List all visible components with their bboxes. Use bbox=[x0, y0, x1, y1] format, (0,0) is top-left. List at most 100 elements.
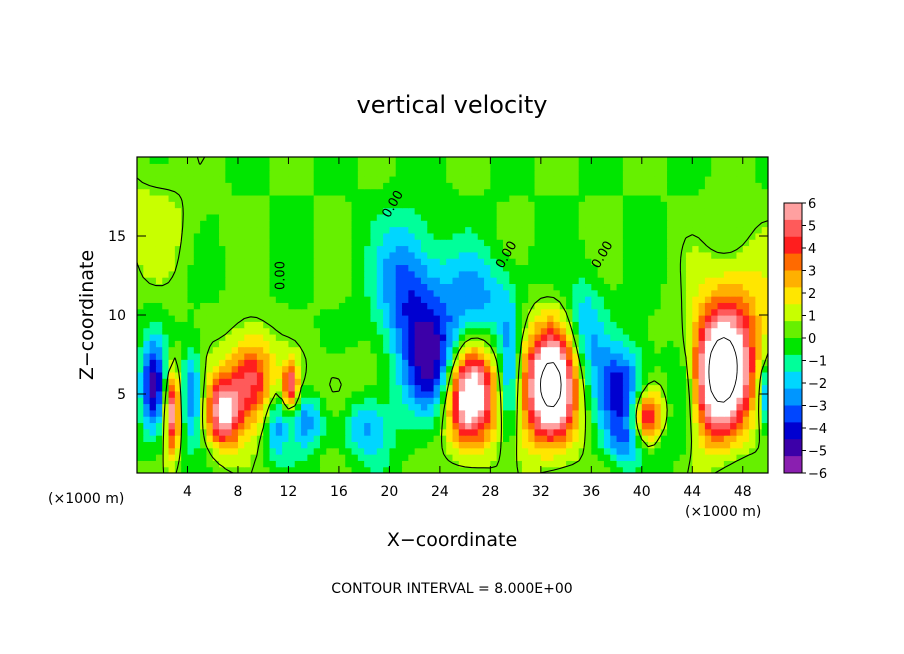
field-cell bbox=[149, 258, 157, 266]
field-cell bbox=[591, 258, 599, 266]
field-cell bbox=[162, 435, 170, 442]
field-cell bbox=[200, 270, 208, 278]
field-cell bbox=[338, 302, 346, 310]
field-cell bbox=[515, 207, 523, 215]
field-cell bbox=[357, 289, 365, 297]
field-cell bbox=[395, 296, 403, 303]
field-cell bbox=[275, 169, 283, 177]
field-cell bbox=[212, 384, 220, 392]
field-cell bbox=[256, 270, 264, 278]
field-cell bbox=[641, 378, 649, 386]
field-cell bbox=[610, 327, 618, 335]
field-cell bbox=[515, 251, 523, 259]
field-cell bbox=[313, 175, 321, 183]
field-cell bbox=[282, 422, 290, 430]
field-cell bbox=[219, 163, 226, 171]
field-cell bbox=[219, 232, 226, 240]
field-cell bbox=[490, 258, 498, 266]
field-cell bbox=[477, 283, 485, 291]
field-cell bbox=[660, 428, 668, 436]
field-cell bbox=[540, 258, 548, 266]
field-cell bbox=[275, 283, 283, 291]
field-cell bbox=[559, 258, 567, 266]
field-cell bbox=[402, 428, 409, 436]
field-cell bbox=[263, 333, 271, 341]
field-cell bbox=[326, 409, 334, 417]
field-cell bbox=[288, 232, 296, 240]
field-cell bbox=[553, 384, 561, 392]
field-cell bbox=[452, 315, 460, 322]
field-cell bbox=[736, 327, 744, 335]
field-cell bbox=[742, 239, 750, 247]
field-cell bbox=[742, 283, 750, 291]
field-cell bbox=[168, 182, 176, 190]
field-cell bbox=[364, 296, 372, 303]
field-cell bbox=[376, 333, 384, 341]
field-cell bbox=[168, 333, 176, 341]
field-cell bbox=[484, 315, 491, 322]
field-cell bbox=[294, 308, 302, 316]
field-cell bbox=[332, 251, 340, 259]
field-cell bbox=[648, 390, 656, 398]
field-cell bbox=[389, 352, 397, 360]
field-cell bbox=[319, 169, 327, 177]
field-cell bbox=[704, 333, 712, 341]
field-cell bbox=[458, 296, 466, 303]
field-cell bbox=[383, 277, 390, 284]
field-cell bbox=[667, 182, 674, 190]
field-cell bbox=[566, 226, 573, 234]
field-cell bbox=[319, 428, 327, 436]
field-cell bbox=[219, 428, 226, 436]
field-cell bbox=[730, 239, 738, 247]
field-cell bbox=[155, 296, 163, 303]
field-cell bbox=[685, 277, 693, 284]
field-cell bbox=[534, 403, 542, 411]
field-cell bbox=[553, 308, 561, 316]
field-cell bbox=[395, 321, 403, 329]
field-cell bbox=[591, 333, 599, 341]
field-cell bbox=[193, 277, 201, 284]
field-cell bbox=[326, 201, 334, 209]
field-cell bbox=[547, 308, 555, 316]
field-cell bbox=[534, 315, 542, 322]
field-cell bbox=[585, 182, 592, 190]
field-cell bbox=[402, 245, 409, 253]
field-cell bbox=[256, 277, 264, 284]
field-cell bbox=[509, 289, 517, 297]
field-cell bbox=[755, 251, 763, 259]
field-cell bbox=[610, 397, 618, 405]
field-cell bbox=[420, 289, 428, 297]
field-cell bbox=[143, 416, 151, 424]
field-cell bbox=[648, 157, 656, 164]
field-cell bbox=[723, 188, 731, 196]
field-cell bbox=[168, 175, 176, 183]
field-cell bbox=[319, 321, 327, 329]
field-cell bbox=[313, 182, 321, 190]
field-cell bbox=[509, 454, 517, 461]
field-cell bbox=[433, 359, 441, 367]
field-cell bbox=[263, 289, 271, 297]
field-cell bbox=[143, 359, 151, 367]
field-cell bbox=[338, 403, 346, 411]
field-cell bbox=[250, 270, 258, 278]
field-cell bbox=[288, 359, 296, 367]
field-cell bbox=[742, 321, 750, 329]
field-cell bbox=[730, 308, 738, 316]
field-cell bbox=[244, 239, 252, 247]
field-cell bbox=[704, 245, 712, 253]
field-cell bbox=[515, 283, 523, 291]
field-cell bbox=[553, 422, 561, 430]
field-cell bbox=[591, 346, 599, 354]
field-cell bbox=[288, 346, 296, 354]
field-cell bbox=[143, 466, 151, 473]
field-cell bbox=[307, 390, 315, 398]
field-cell bbox=[364, 321, 372, 329]
field-cell bbox=[490, 346, 498, 354]
field-cell bbox=[383, 371, 390, 379]
field-cell bbox=[307, 340, 315, 348]
field-cell bbox=[458, 157, 466, 164]
field-cell bbox=[219, 333, 226, 341]
field-cell bbox=[736, 390, 744, 398]
field-cell bbox=[250, 466, 258, 473]
field-cell bbox=[465, 157, 473, 164]
